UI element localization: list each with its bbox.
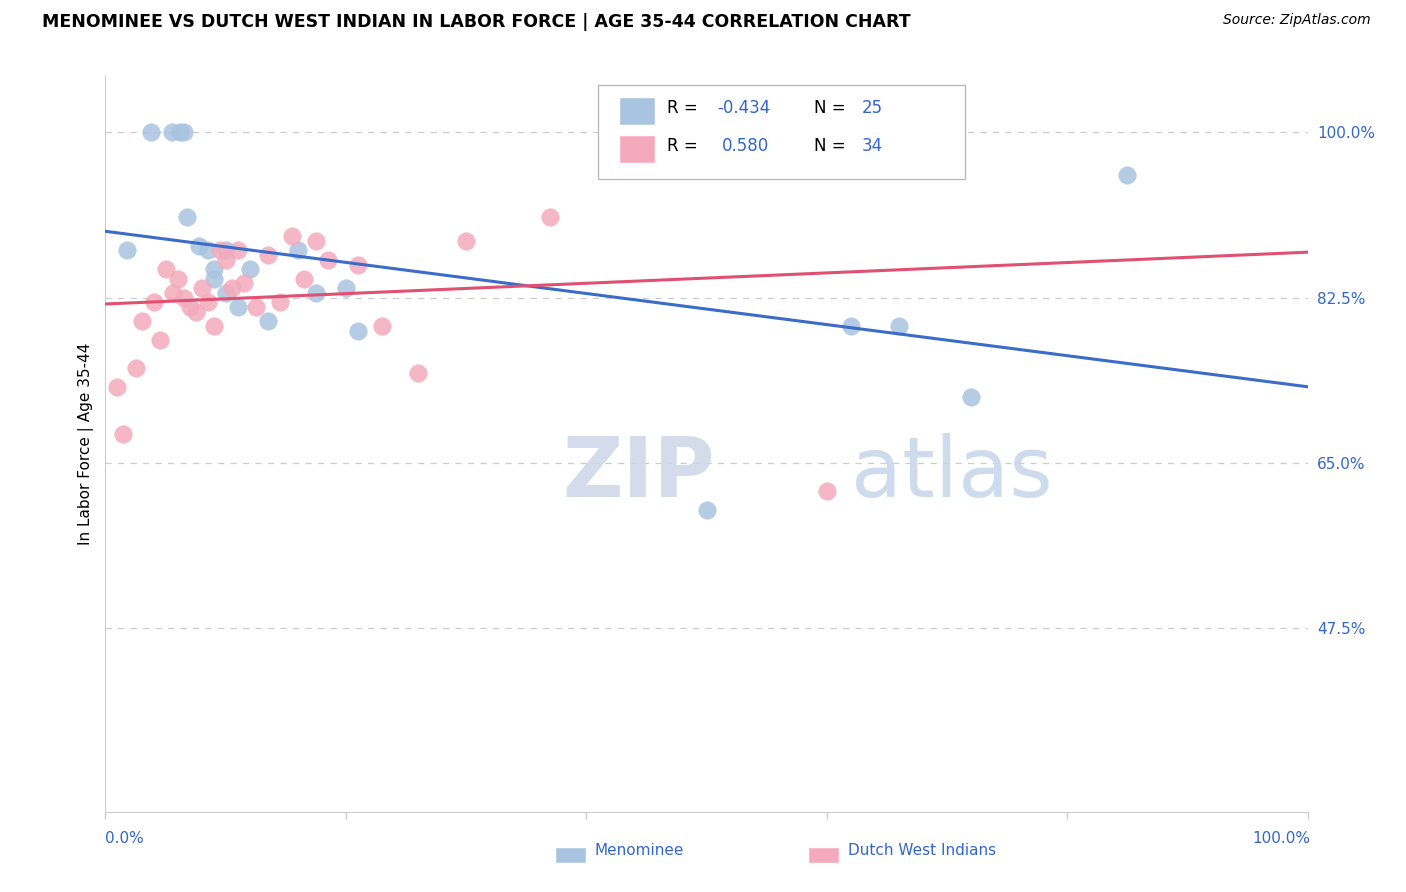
Text: Dutch West Indians: Dutch West Indians bbox=[848, 843, 995, 858]
Text: R =: R = bbox=[666, 136, 709, 155]
Point bbox=[239, 262, 262, 277]
Point bbox=[179, 300, 201, 314]
Text: N =: N = bbox=[814, 99, 851, 117]
Point bbox=[214, 252, 236, 267]
Bar bbox=[619, 136, 655, 163]
Point bbox=[197, 244, 219, 258]
Text: N =: N = bbox=[814, 136, 851, 155]
Point bbox=[188, 238, 211, 252]
Point bbox=[197, 295, 219, 310]
Text: Source: ZipAtlas.com: Source: ZipAtlas.com bbox=[1223, 13, 1371, 28]
Point bbox=[269, 295, 291, 310]
Text: 0.0%: 0.0% bbox=[105, 831, 145, 847]
Point bbox=[256, 248, 278, 262]
Point bbox=[347, 258, 370, 272]
Text: Menominee: Menominee bbox=[595, 843, 685, 858]
Point bbox=[305, 234, 328, 248]
Text: 34: 34 bbox=[862, 136, 883, 155]
Point bbox=[176, 211, 198, 225]
Point bbox=[124, 361, 146, 376]
Point bbox=[139, 125, 162, 139]
Text: 100.0%: 100.0% bbox=[1253, 831, 1310, 847]
Point bbox=[155, 262, 177, 277]
Point bbox=[202, 318, 225, 333]
Point bbox=[226, 244, 249, 258]
Point bbox=[454, 234, 477, 248]
Point bbox=[131, 314, 153, 328]
Point bbox=[1116, 168, 1139, 182]
Point bbox=[107, 380, 129, 394]
Text: ZIP: ZIP bbox=[562, 433, 714, 514]
Point bbox=[292, 271, 315, 285]
Point bbox=[281, 229, 304, 244]
Point bbox=[287, 244, 309, 258]
Text: 25: 25 bbox=[862, 99, 883, 117]
Point bbox=[371, 318, 394, 333]
Point bbox=[305, 285, 328, 300]
Point bbox=[245, 300, 267, 314]
Point bbox=[162, 285, 184, 300]
Point bbox=[696, 503, 718, 517]
Point bbox=[696, 125, 718, 139]
Text: R =: R = bbox=[666, 99, 703, 117]
Point bbox=[115, 244, 138, 258]
Point bbox=[142, 295, 165, 310]
Point bbox=[173, 125, 195, 139]
Point bbox=[815, 483, 838, 498]
Point bbox=[169, 125, 191, 139]
Text: MENOMINEE VS DUTCH WEST INDIAN IN LABOR FORCE | AGE 35-44 CORRELATION CHART: MENOMINEE VS DUTCH WEST INDIAN IN LABOR … bbox=[42, 13, 911, 31]
Bar bbox=[619, 97, 655, 125]
Point bbox=[316, 252, 339, 267]
Point bbox=[112, 427, 135, 442]
Point bbox=[214, 285, 236, 300]
Point bbox=[839, 318, 862, 333]
Y-axis label: In Labor Force | Age 35-44: In Labor Force | Age 35-44 bbox=[79, 343, 94, 545]
Point bbox=[173, 291, 195, 305]
Point bbox=[208, 244, 231, 258]
Text: -0.434: -0.434 bbox=[717, 99, 770, 117]
Point bbox=[538, 211, 561, 225]
Point bbox=[887, 318, 910, 333]
Point bbox=[406, 366, 429, 380]
Point bbox=[256, 314, 278, 328]
Point bbox=[166, 271, 188, 285]
Point bbox=[232, 277, 254, 291]
Text: atlas: atlas bbox=[851, 433, 1053, 514]
Point bbox=[960, 390, 983, 404]
Point bbox=[148, 333, 170, 347]
FancyBboxPatch shape bbox=[599, 85, 965, 178]
Point bbox=[214, 244, 236, 258]
Point bbox=[202, 271, 225, 285]
Point bbox=[160, 125, 183, 139]
Point bbox=[335, 281, 357, 295]
Point bbox=[202, 262, 225, 277]
Point bbox=[347, 324, 370, 338]
Point bbox=[221, 281, 243, 295]
Point bbox=[226, 300, 249, 314]
Text: 0.580: 0.580 bbox=[723, 136, 769, 155]
Point bbox=[190, 281, 212, 295]
Point bbox=[184, 304, 207, 318]
